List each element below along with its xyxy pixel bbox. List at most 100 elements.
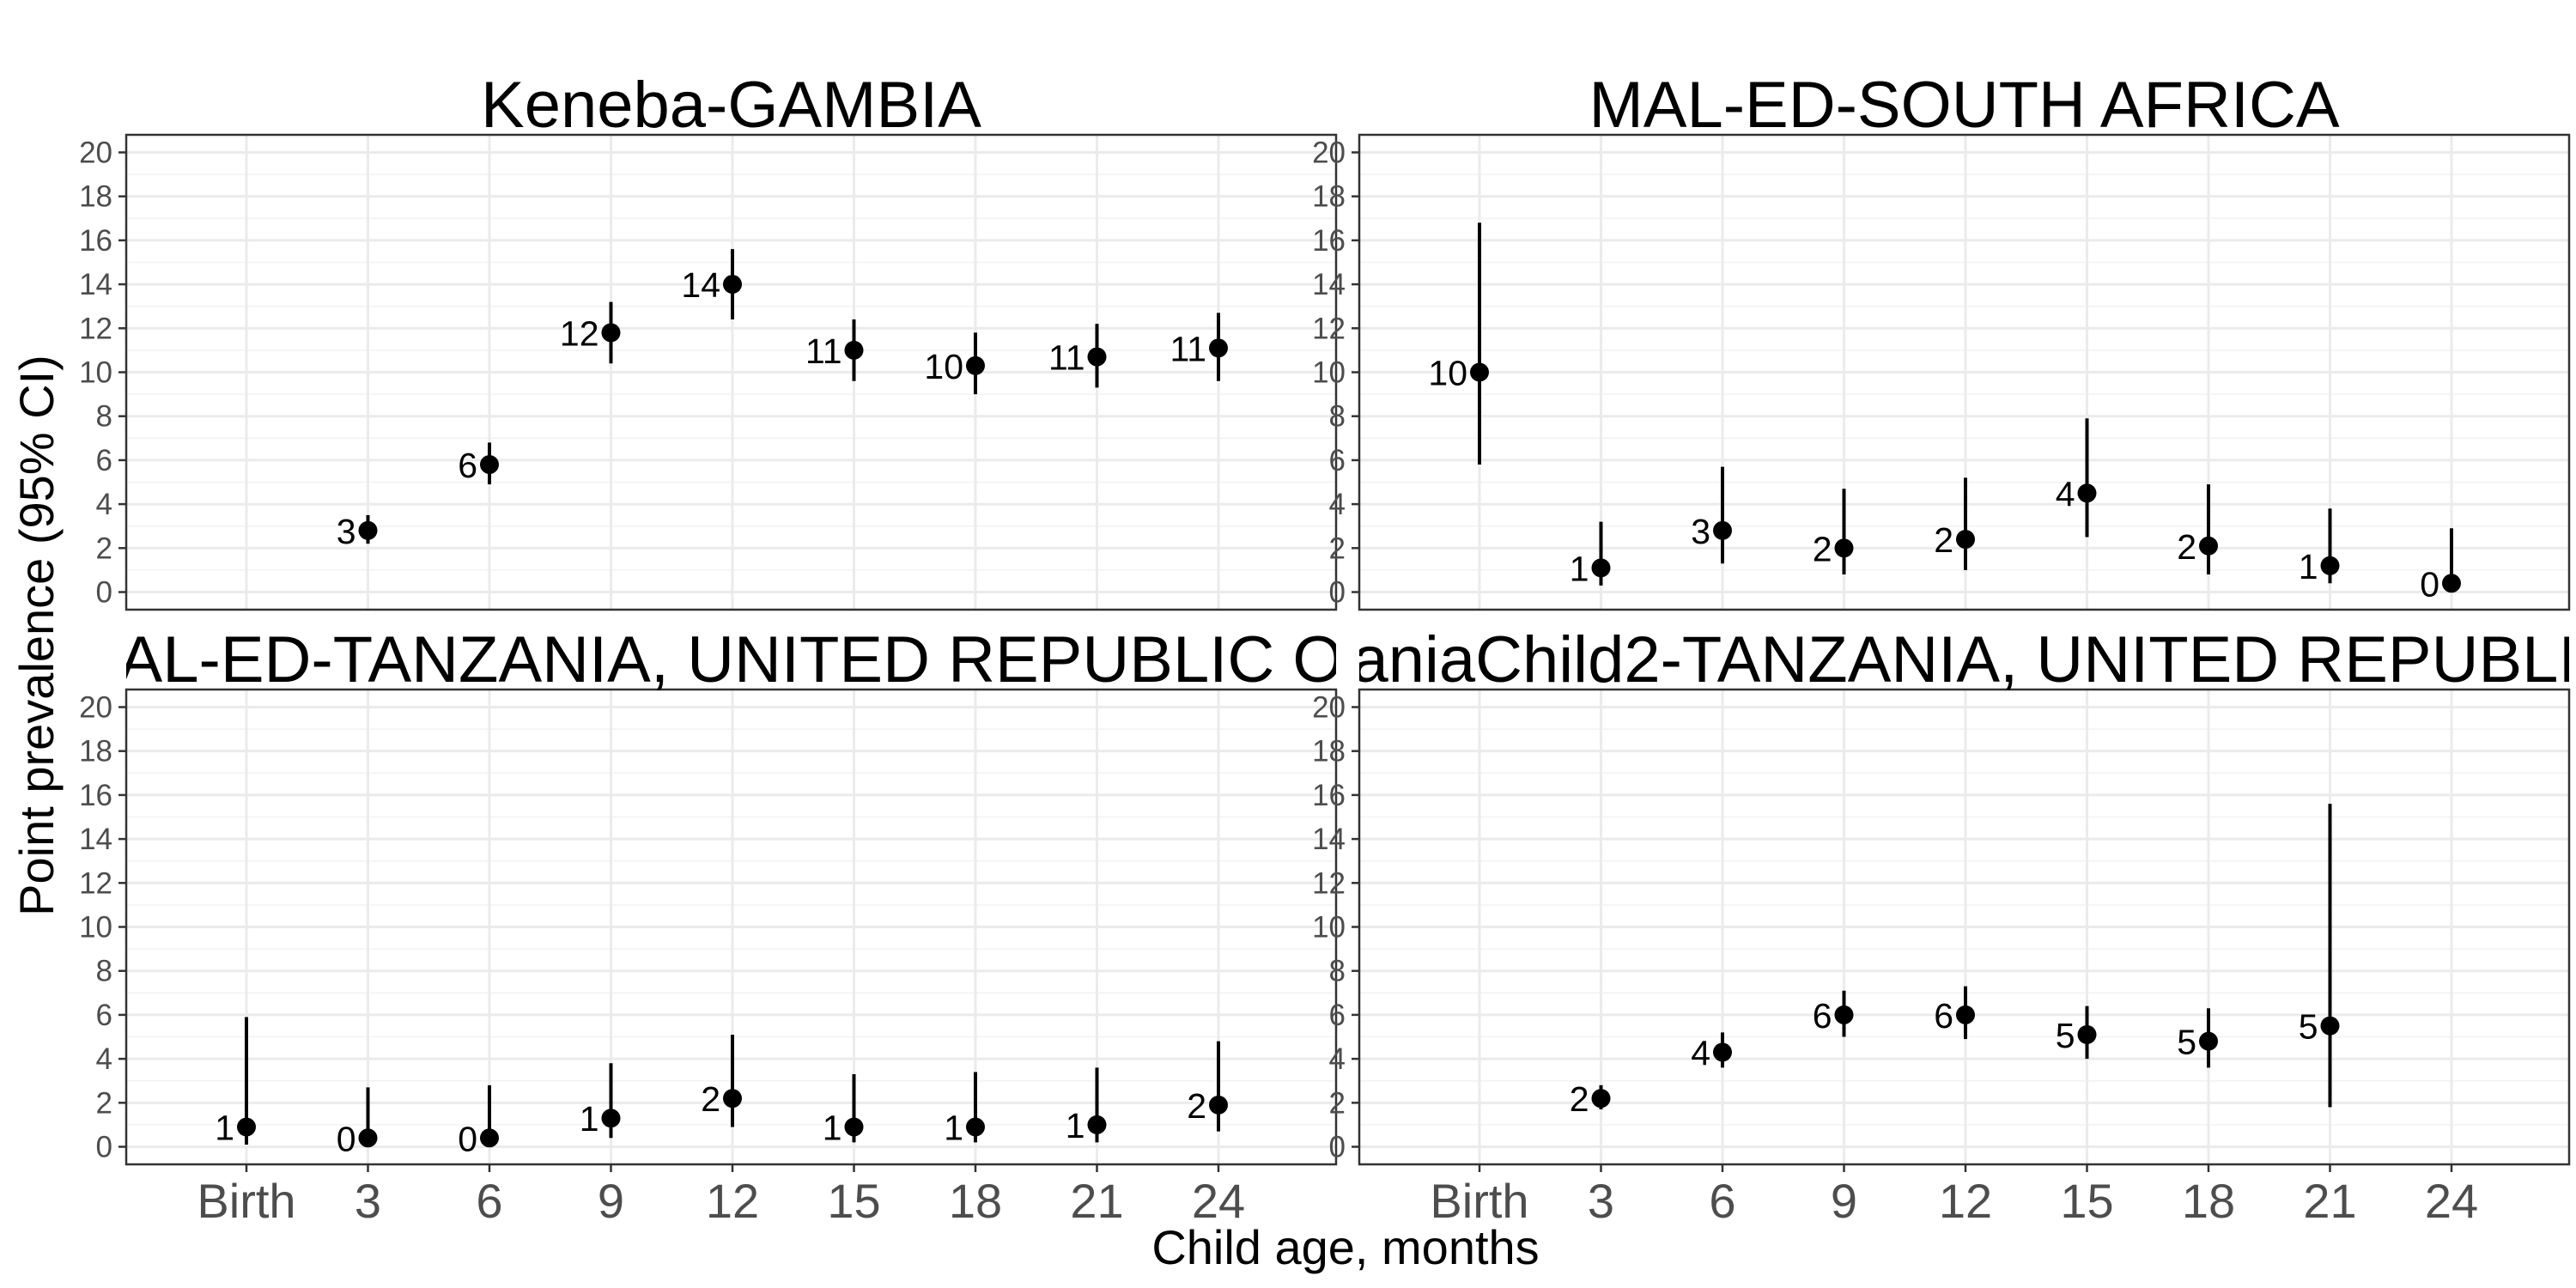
data-point — [1591, 558, 1611, 578]
panel-title: aniaChild2-TANZANIA, UNITED REPUBLI — [1352, 623, 2576, 696]
data-point — [480, 1128, 499, 1148]
data-point — [1470, 362, 1489, 382]
y-tick-label: 10 — [79, 911, 112, 945]
y-tick-label: 4 — [1329, 1042, 1346, 1076]
data-label: 4 — [1691, 1033, 1710, 1072]
data-point — [358, 520, 378, 540]
x-tick-label-21: 21 — [1070, 1174, 1123, 1228]
x-tick-label-9: 9 — [1831, 1174, 1857, 1228]
panel-title: AL-ED-TANZANIA, UNITED REPUBLIC O — [119, 623, 1344, 696]
y-tick-label: 2 — [1329, 532, 1346, 565]
y-tick-label: 8 — [96, 400, 112, 434]
data-label: 2 — [1570, 1079, 1589, 1119]
x-tick-label-6: 6 — [1709, 1174, 1735, 1228]
data-label: 11 — [1170, 329, 1206, 368]
y-tick-label: 18 — [79, 735, 112, 769]
data-label: 5 — [2056, 1016, 2075, 1055]
data-label: 0 — [337, 1119, 356, 1158]
x-tick-label-18: 18 — [949, 1174, 1002, 1228]
data-point — [1591, 1089, 1611, 1109]
data-label: 1 — [2299, 547, 2318, 586]
y-tick-label: 10 — [79, 356, 112, 390]
data-label: 2 — [1813, 529, 1832, 568]
y-tick-label: 2 — [96, 532, 112, 565]
data-label: 5 — [2299, 1007, 2318, 1047]
y-tick-label: 20 — [1312, 690, 1346, 724]
x-tick-label-3: 3 — [1588, 1174, 1614, 1228]
data-point — [1713, 520, 1732, 540]
y-tick-label: 20 — [79, 690, 112, 724]
x-tick-label-6: 6 — [476, 1174, 502, 1228]
data-point — [2199, 1031, 2218, 1051]
data-point — [1713, 1042, 1732, 1062]
data-label: 6 — [458, 446, 477, 485]
data-point — [1209, 1095, 1228, 1115]
y-tick-label: 4 — [96, 488, 112, 521]
data-point — [1087, 1115, 1107, 1134]
y-tick-label: 2 — [96, 1086, 112, 1120]
y-tick-label: 14 — [1312, 268, 1346, 301]
data-label: 10 — [924, 347, 963, 386]
data-point — [601, 1109, 621, 1128]
data-label: 11 — [805, 331, 842, 371]
data-point — [1087, 347, 1107, 367]
y-tick-label: 20 — [79, 136, 112, 169]
data-point — [358, 1128, 378, 1148]
data-label: 1 — [580, 1099, 599, 1139]
y-tick-label: 14 — [79, 268, 112, 301]
x-tick-label-24: 24 — [1192, 1174, 1245, 1228]
y-tick-label: 8 — [1329, 400, 1346, 434]
data-point — [2077, 483, 2097, 503]
data-point — [2199, 536, 2218, 556]
panel-3: AL-ED-TANZANIA, UNITED REPUBLIC O0246810… — [79, 623, 1344, 1172]
y-tick-label: 18 — [1312, 180, 1346, 214]
panel-title: Keneba-GAMBIA — [481, 69, 981, 142]
y-tick-label: 12 — [79, 866, 112, 900]
y-tick-label: 14 — [79, 823, 112, 856]
data-label: 14 — [681, 265, 720, 305]
data-point — [480, 455, 499, 475]
data-label: 6 — [1934, 996, 1953, 1036]
x-tick-label-18: 18 — [2182, 1174, 2235, 1228]
data-label: 1 — [1066, 1106, 1085, 1145]
y-tick-label: 0 — [96, 1131, 112, 1164]
data-label: 1 — [1570, 549, 1589, 588]
y-tick-label: 12 — [1312, 866, 1346, 900]
data-label: 4 — [2056, 474, 2075, 513]
y-axis-title: Point prevalence (95% CI) — [9, 355, 64, 916]
data-point — [2320, 556, 2340, 575]
data-label: 3 — [337, 512, 356, 551]
data-label: 5 — [2177, 1023, 2196, 1062]
x-tick-label-21: 21 — [2303, 1174, 2356, 1228]
y-tick-label: 12 — [1312, 312, 1346, 345]
data-label: 3 — [1691, 512, 1710, 551]
data-label: 2 — [1934, 520, 1953, 560]
data-point — [966, 1117, 985, 1137]
data-label: 1 — [215, 1108, 234, 1147]
data-label: 2 — [2177, 527, 2196, 567]
panel-2: MAL-ED-SOUTH AFRICA024681012141618201013… — [1312, 69, 2571, 611]
data-point — [723, 275, 742, 295]
x-tick-label-3: 3 — [355, 1174, 381, 1228]
y-tick-label: 18 — [79, 180, 112, 214]
data-point — [1956, 1005, 1975, 1024]
data-point — [1834, 538, 1854, 558]
y-tick-label: 8 — [1329, 955, 1346, 988]
data-point — [2077, 1024, 2097, 1044]
x-tick-label-12: 12 — [706, 1174, 759, 1228]
data-label: 11 — [1048, 338, 1085, 378]
data-label: 2 — [1187, 1086, 1206, 1126]
y-tick-label: 0 — [1329, 576, 1346, 610]
y-tick-label: 0 — [96, 576, 112, 610]
y-tick-label: 6 — [96, 444, 112, 477]
y-tick-label: 18 — [1312, 735, 1346, 769]
data-label: 0 — [458, 1119, 477, 1158]
data-point — [601, 323, 621, 343]
data-label: 0 — [2420, 564, 2439, 604]
data-point — [1834, 1005, 1854, 1024]
y-tick-label: 10 — [1312, 911, 1346, 945]
y-tick-label: 16 — [1312, 779, 1346, 812]
x-tick-label-12: 12 — [1939, 1174, 1992, 1228]
